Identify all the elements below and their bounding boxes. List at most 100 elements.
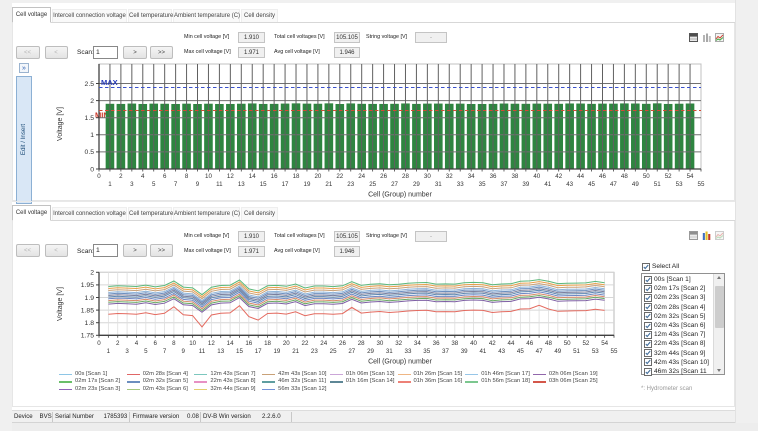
svg-text:27: 27	[391, 181, 398, 188]
svg-text:40: 40	[470, 340, 477, 347]
svg-text:7: 7	[163, 348, 167, 355]
svg-text:28: 28	[402, 173, 409, 180]
svg-text:47: 47	[610, 181, 617, 188]
svg-text:32: 32	[395, 340, 402, 347]
svg-text:21: 21	[325, 181, 332, 188]
svg-text:43: 43	[498, 348, 505, 355]
svg-text:53: 53	[676, 181, 683, 188]
svg-text:39: 39	[461, 348, 468, 355]
svg-text:6: 6	[153, 340, 157, 347]
svg-text:30: 30	[424, 173, 431, 180]
svg-text:1: 1	[108, 181, 112, 188]
svg-text:26: 26	[339, 340, 346, 347]
svg-text:2: 2	[90, 270, 94, 277]
svg-text:21: 21	[292, 348, 299, 355]
svg-text:17: 17	[282, 181, 289, 188]
svg-text:11: 11	[216, 181, 223, 188]
svg-text:28: 28	[358, 340, 365, 347]
svg-text:3: 3	[130, 181, 134, 188]
svg-text:53: 53	[592, 348, 599, 355]
svg-text:2: 2	[116, 340, 120, 347]
svg-text:14: 14	[227, 340, 234, 347]
svg-text:1.9: 1.9	[85, 295, 95, 302]
svg-text:43: 43	[566, 181, 573, 188]
svg-text:13: 13	[238, 181, 245, 188]
svg-text:8: 8	[172, 340, 176, 347]
svg-text:1.5: 1.5	[85, 115, 95, 122]
svg-text:3: 3	[125, 348, 129, 355]
svg-text:55: 55	[698, 181, 705, 188]
svg-text:41: 41	[479, 348, 486, 355]
svg-text:1.8: 1.8	[85, 320, 95, 327]
svg-text:26: 26	[380, 173, 387, 180]
svg-text:13: 13	[217, 348, 224, 355]
svg-text:34: 34	[414, 340, 421, 347]
svg-text:16: 16	[271, 173, 278, 180]
svg-text:49: 49	[632, 181, 639, 188]
svg-text:12: 12	[227, 173, 234, 180]
svg-text:29: 29	[413, 181, 420, 188]
svg-text:0.5: 0.5	[85, 149, 95, 156]
svg-text:2: 2	[90, 98, 94, 105]
svg-text:41: 41	[544, 181, 551, 188]
svg-text:33: 33	[457, 181, 464, 188]
svg-text:37: 37	[501, 181, 508, 188]
svg-text:31: 31	[435, 181, 442, 188]
svg-text:18: 18	[264, 340, 271, 347]
svg-text:50: 50	[643, 173, 650, 180]
svg-text:15: 15	[260, 181, 267, 188]
svg-text:52: 52	[582, 340, 589, 347]
svg-text:49: 49	[554, 348, 561, 355]
svg-text:51: 51	[573, 348, 580, 355]
svg-text:20: 20	[314, 173, 321, 180]
svg-text:6: 6	[163, 173, 167, 180]
svg-text:23: 23	[311, 348, 318, 355]
svg-text:1.95: 1.95	[81, 282, 94, 289]
svg-text:46: 46	[599, 173, 606, 180]
svg-text:42: 42	[555, 173, 562, 180]
svg-text:34: 34	[468, 173, 475, 180]
svg-text:54: 54	[687, 173, 694, 180]
svg-text:20: 20	[283, 340, 290, 347]
svg-text:38: 38	[451, 340, 458, 347]
svg-text:1: 1	[90, 132, 94, 139]
svg-text:37: 37	[442, 348, 449, 355]
svg-text:23: 23	[347, 181, 354, 188]
svg-text:25: 25	[369, 181, 376, 188]
svg-text:11: 11	[199, 348, 206, 355]
svg-text:15: 15	[236, 348, 243, 355]
svg-text:8: 8	[185, 173, 189, 180]
svg-text:Voltage [V]: Voltage [V]	[57, 287, 64, 321]
svg-text:46: 46	[526, 340, 533, 347]
svg-text:2: 2	[119, 173, 123, 180]
svg-text:36: 36	[433, 340, 440, 347]
svg-text:40: 40	[533, 173, 540, 180]
svg-text:5: 5	[152, 181, 156, 188]
svg-text:14: 14	[249, 173, 256, 180]
svg-text:18: 18	[293, 173, 300, 180]
svg-text:30: 30	[376, 340, 383, 347]
svg-text:Cell (Group) number: Cell (Group) number	[368, 192, 432, 199]
svg-text:9: 9	[196, 181, 200, 188]
svg-text:1.75: 1.75	[81, 333, 94, 340]
svg-text:MIN: MIN	[95, 111, 109, 120]
svg-text:45: 45	[588, 181, 595, 188]
svg-text:52: 52	[665, 173, 672, 180]
svg-text:5: 5	[144, 348, 148, 355]
svg-text:16: 16	[245, 340, 252, 347]
svg-text:55: 55	[611, 348, 618, 355]
svg-text:38: 38	[511, 173, 518, 180]
svg-text:22: 22	[336, 173, 343, 180]
svg-text:1: 1	[107, 348, 111, 355]
svg-text:7: 7	[174, 181, 178, 188]
svg-text:24: 24	[358, 173, 365, 180]
svg-text:0: 0	[97, 340, 101, 347]
svg-text:22: 22	[302, 340, 309, 347]
svg-text:9: 9	[182, 348, 186, 355]
svg-text:12: 12	[208, 340, 215, 347]
svg-text:0: 0	[97, 173, 101, 180]
svg-text:50: 50	[564, 340, 571, 347]
svg-text:42: 42	[489, 340, 496, 347]
svg-text:4: 4	[135, 340, 139, 347]
svg-text:33: 33	[405, 348, 412, 355]
